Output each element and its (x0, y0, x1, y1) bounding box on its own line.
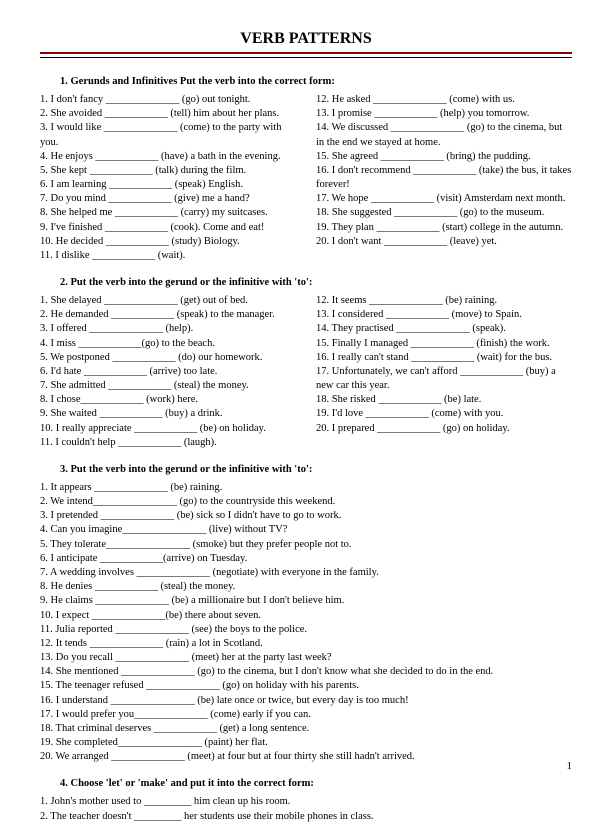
section-header: 1. Gerunds and Infinitives Put the verb … (60, 76, 572, 87)
exercise-item: 10. He decided ____________ (study) Biol… (40, 235, 296, 249)
exercise-item: 9. He claims ______________ (be) a milli… (40, 594, 572, 608)
exercise-item: 7. Do you mind ____________ (give) me a … (40, 192, 296, 206)
section-header: 4. Choose 'let' or 'make' and put it int… (60, 778, 572, 789)
exercise-item: 6. I anticipate ____________(arrive) on … (40, 552, 572, 566)
two-column-row: 1. She delayed ______________ (get) out … (40, 294, 572, 450)
exercise-item: 3. I would like ______________ (come) to… (40, 121, 296, 149)
full-width-list: 1. John's mother used to _________ him c… (40, 795, 572, 823)
exercise-item: 14. She mentioned ______________ (go) to… (40, 665, 572, 679)
exercise-item: 3. I pretended ______________ (be) sick … (40, 509, 572, 523)
exercise-item: 19. They plan ____________ (start) colle… (316, 221, 572, 235)
exercise-item: 13. Do you recall ______________ (meet) … (40, 651, 572, 665)
exercise-item: 2. We intend________________ (go) to the… (40, 495, 572, 509)
exercise-item: 16. I don't recommend ____________ (take… (316, 164, 572, 192)
exercise-item: 15. Finally I managed ____________ (fini… (316, 337, 572, 351)
exercise-item: 17. Unfortunately, we can't afford _____… (316, 365, 572, 393)
exercise-item: 18. She suggested ____________ (go) to t… (316, 206, 572, 220)
exercise-item: 2. She avoided ____________ (tell) him a… (40, 107, 296, 121)
exercise-item: 12. It seems ______________ (be) raining… (316, 294, 572, 308)
exercise-item: 5. They tolerate________________ (smoke)… (40, 538, 572, 552)
exercise-item: 1. It appears ______________ (be) rainin… (40, 481, 572, 495)
exercise-item: 10. I really appreciate ____________ (be… (40, 422, 296, 436)
page-number: 1 (567, 760, 573, 772)
exercise-item: 11. I dislike ____________ (wait). (40, 249, 296, 263)
column: 1. I don't fancy ______________ (go) out… (40, 93, 296, 263)
exercise-item: 5. We postponed ____________ (do) our ho… (40, 351, 296, 365)
column: 1. She delayed ______________ (get) out … (40, 294, 296, 450)
exercise-item: 6. I am learning ____________ (speak) En… (40, 178, 296, 192)
exercise-item: 3. I offered ______________ (help). (40, 322, 296, 336)
exercise-item: 5. She kept ____________ (talk) during t… (40, 164, 296, 178)
exercise-item: 8. She helped me ____________ (carry) my… (40, 206, 296, 220)
column: 12. He asked ______________ (come) with … (316, 93, 572, 263)
exercise-item: 6. I'd hate ____________ (arrive) too la… (40, 365, 296, 379)
exercise-item: 10. I expect ______________(be) there ab… (40, 609, 572, 623)
exercise-item: 17. We hope ____________ (visit) Amsterd… (316, 192, 572, 206)
exercise-item: 9. She waited ____________ (buy) a drink… (40, 407, 296, 421)
exercise-item: 8. I chose____________ (work) here. (40, 393, 296, 407)
exercise-item: 12. He asked ______________ (come) with … (316, 93, 572, 107)
exercise-item: 16. I understand ________________ (be) l… (40, 694, 572, 708)
exercise-item: 7. She admitted ____________ (steal) the… (40, 379, 296, 393)
exercise-item: 9. I've finished ____________ (cook). Co… (40, 221, 296, 235)
exercise-item: 11. I couldn't help ____________ (laugh)… (40, 436, 296, 450)
exercise-item: 18. She risked ____________ (be) late. (316, 393, 572, 407)
column: 12. It seems ______________ (be) raining… (316, 294, 572, 450)
exercise-item: 20. I don't want ____________ (leave) ye… (316, 235, 572, 249)
exercise-item: 13. I considered ____________ (move) to … (316, 308, 572, 322)
exercise-item: 4. He enjoys ____________ (have) a bath … (40, 150, 296, 164)
exercise-item: 8. He denies ____________ (steal) the mo… (40, 580, 572, 594)
exercise-item: 2. He demanded ____________ (speak) to t… (40, 308, 296, 322)
two-column-row: 1. I don't fancy ______________ (go) out… (40, 93, 572, 263)
exercise-item: 14. They practised ______________ (speak… (316, 322, 572, 336)
exercise-item: 16. I really can't stand ____________ (w… (316, 351, 572, 365)
exercise-item: 14. We discussed ______________ (go) to … (316, 121, 572, 149)
exercise-item: 13. I promise ____________ (help) you to… (316, 107, 572, 121)
exercise-item: 7. A wedding involves ______________ (ne… (40, 566, 572, 580)
section-header: 2. Put the verb into the gerund or the i… (60, 277, 572, 288)
exercise-item: 19. She completed________________ (paint… (40, 736, 572, 750)
exercise-item: 15. She agreed ____________ (bring) the … (316, 150, 572, 164)
exercise-item: 2. The teacher doesn't _________ her stu… (40, 810, 572, 824)
exercise-item: 12. It tends ______________ (rain) a lot… (40, 637, 572, 651)
exercise-item: 17. I would prefer you______________ (co… (40, 708, 572, 722)
exercise-item: 15. The teenager refused ______________ … (40, 679, 572, 693)
exercise-item: 1. I don't fancy ______________ (go) out… (40, 93, 296, 107)
exercise-item: 1. John's mother used to _________ him c… (40, 795, 572, 809)
exercise-item: 11. Julia reported ______________ (see) … (40, 623, 572, 637)
page-title: VERB PATTERNS (40, 30, 572, 48)
section-header: 3. Put the verb into the gerund or the i… (60, 464, 572, 475)
worksheet-content: 1. Gerunds and Infinitives Put the verb … (40, 76, 572, 824)
exercise-item: 20. I prepared ____________ (go) on holi… (316, 422, 572, 436)
exercise-item: 18. That criminal deserves ____________ … (40, 722, 572, 736)
full-width-list: 1. It appears ______________ (be) rainin… (40, 481, 572, 764)
exercise-item: 4. Can you imagine________________ (live… (40, 523, 572, 537)
exercise-item: 1. She delayed ______________ (get) out … (40, 294, 296, 308)
title-underline (40, 52, 572, 58)
exercise-item: 20. We arranged ______________ (meet) at… (40, 750, 572, 764)
exercise-item: 19. I'd love ____________ (come) with yo… (316, 407, 572, 421)
exercise-item: 4. I miss ____________(go) to the beach. (40, 337, 296, 351)
